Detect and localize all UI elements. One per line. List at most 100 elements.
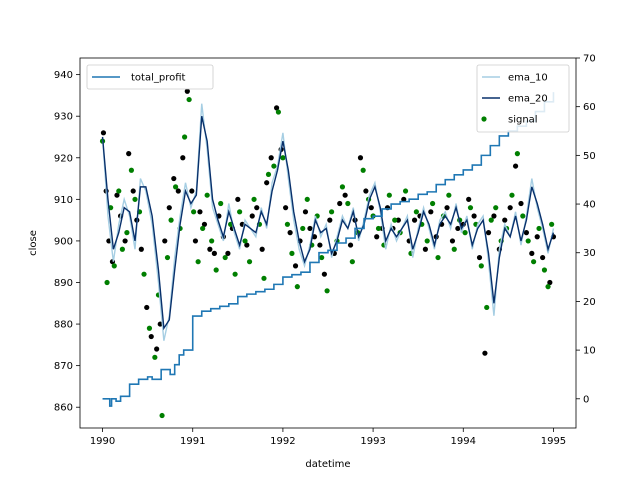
close-point [144, 304, 150, 311]
signal-point [119, 246, 125, 252]
signal-point [222, 254, 228, 261]
signal-point [304, 196, 310, 202]
close-point [374, 234, 380, 240]
close-point [268, 155, 274, 161]
close-scatter [100, 88, 557, 356]
signal-point [200, 225, 206, 232]
y2-tick-label: 70 [583, 54, 596, 65]
signal-point [324, 288, 330, 294]
signal-point [213, 267, 219, 273]
legend-left-box [86, 64, 214, 90]
signal-point [430, 200, 436, 207]
close-point [175, 188, 181, 194]
close-point [235, 196, 241, 202]
x-tick-label: 1994 [451, 436, 476, 447]
close-point [411, 217, 418, 223]
close-point [476, 254, 483, 261]
close-point [189, 188, 195, 194]
y2-tick-label: 40 [583, 200, 596, 211]
close-point [225, 250, 231, 256]
close-point [485, 230, 492, 236]
signal-point [191, 209, 197, 215]
y2-tick-label: 20 [583, 297, 596, 308]
signal-point [284, 221, 291, 227]
y2-tick-label: 0 [583, 394, 589, 405]
signal-point [392, 217, 398, 223]
signal-point [329, 209, 335, 215]
y2-tick-label: 30 [583, 248, 596, 259]
signal-point [168, 217, 174, 223]
close-point [342, 192, 348, 198]
x-tick-label: 1991 [180, 436, 205, 447]
signal-point [446, 192, 452, 198]
signal-point [413, 209, 419, 215]
y-tick-label: 900 [54, 236, 73, 247]
signal-point [514, 151, 520, 157]
close-point [302, 209, 309, 215]
signal-point [104, 279, 110, 286]
close-point [347, 242, 354, 248]
close-point [114, 192, 120, 198]
signal-point [462, 230, 468, 236]
close-point [327, 217, 333, 223]
close-point [148, 333, 154, 340]
close-point [244, 242, 250, 248]
close-point [162, 238, 168, 244]
close-point [337, 200, 343, 207]
close-point [192, 238, 199, 244]
close-point [197, 209, 203, 215]
signal-point [275, 109, 281, 115]
y-tick-label: 880 [54, 320, 73, 331]
signal-point [541, 267, 548, 273]
signal-point [488, 217, 494, 223]
signal-point [204, 192, 210, 198]
close-point [455, 225, 461, 232]
close-point [523, 230, 530, 236]
total_profit-line [102, 92, 555, 407]
close-point [518, 200, 524, 207]
signal-point [116, 188, 122, 194]
signal-point [467, 205, 474, 211]
y-tick-label: 890 [54, 278, 73, 289]
close-point [307, 225, 313, 232]
close-point [540, 254, 546, 261]
close-point [428, 209, 434, 215]
x-tick-label: 1990 [90, 436, 115, 447]
signal-point [545, 284, 551, 290]
signal-point [246, 259, 253, 265]
signal-point [111, 263, 117, 269]
signal-point [159, 412, 165, 419]
close-point [317, 242, 323, 248]
close-point [368, 205, 374, 211]
legend-label-signal: signal [508, 115, 538, 126]
signal-point [300, 225, 306, 232]
close-point [207, 246, 213, 252]
close-point [502, 217, 508, 223]
close-point [529, 250, 535, 256]
y-tick-label: 870 [54, 361, 73, 372]
signal-point [232, 271, 238, 277]
signal-point [146, 325, 153, 331]
close-point [444, 205, 450, 211]
signal-point [435, 254, 441, 261]
close-point [249, 213, 255, 219]
signal-point [172, 184, 179, 190]
close-point [254, 205, 260, 211]
series-layer [99, 88, 557, 419]
close-point [154, 346, 160, 352]
close-point [273, 105, 280, 111]
signal-point [451, 246, 457, 252]
x-axis: 1990 1991 1992 1993 1994 1995 [90, 428, 566, 447]
signal-point [164, 254, 171, 261]
close-point [491, 213, 497, 219]
close-point [471, 213, 477, 219]
close-point [292, 263, 299, 269]
close-point [138, 246, 144, 252]
signal-point [339, 184, 346, 190]
close-point [534, 234, 540, 240]
y-tick-label: 860 [54, 403, 73, 414]
signal-point [402, 188, 409, 194]
signal-point [261, 275, 267, 281]
